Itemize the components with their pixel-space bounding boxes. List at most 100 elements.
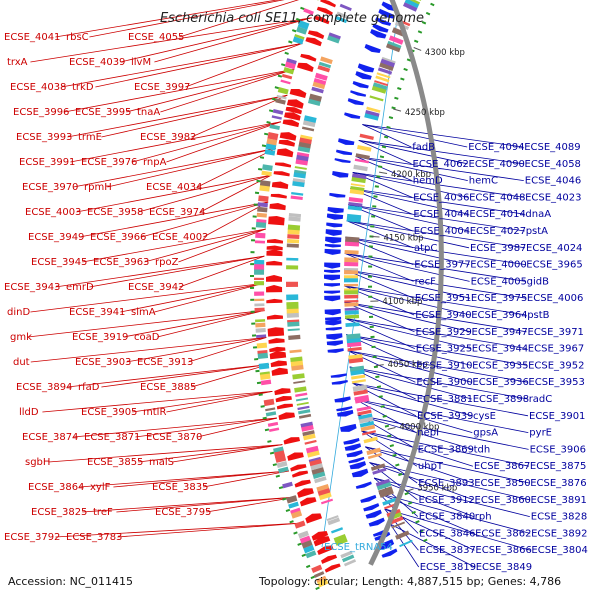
leader-line [369, 462, 474, 501]
accession-text: Accession: NC_011415 [8, 575, 134, 588]
feature-block [272, 108, 284, 115]
left-gene-label: trkD [72, 82, 94, 93]
right-gene-label: gpsA [473, 428, 498, 439]
leader-line [361, 430, 418, 467]
gene-labels: ECSE_4041 rbsC ECSE_4055 trxA ECSE_4039 ilvM E… [4, 32, 588, 573]
right-gene-label: ECSE_4014 [469, 209, 525, 220]
leader-line [27, 309, 265, 338]
right-gene-label: ECSE_3891 [531, 495, 587, 506]
leader-line [76, 174, 272, 213]
feature-block [312, 471, 326, 479]
leader-line [55, 0, 280, 38]
feature-block [395, 530, 410, 540]
feature-block [371, 84, 387, 94]
leader-line [347, 350, 472, 383]
leader-line [101, 364, 269, 388]
reverse-gene-arrow [375, 17, 392, 26]
feature-block [348, 196, 364, 203]
feature-block [305, 550, 317, 559]
feature-block [286, 308, 299, 314]
track-tick [281, 63, 286, 67]
feature-block [351, 374, 366, 380]
track-tick [278, 486, 284, 490]
leader-line [346, 220, 470, 249]
leader-line [374, 477, 530, 517]
right-gene-label: rph [475, 512, 492, 523]
left-gene-label: trmE [78, 132, 102, 143]
right-gene-label: ECSE_4044 [413, 209, 469, 220]
rna-gene-label: ECSE_tRNA54 [324, 542, 393, 553]
reverse-gene-arrow [330, 373, 347, 378]
right-gene-label: nepI [417, 428, 439, 439]
feature-block [257, 352, 269, 360]
forward-gene-arrow [269, 350, 287, 360]
forward-gene-arrow [284, 112, 301, 121]
feature-block [254, 277, 265, 280]
feature-block [318, 61, 332, 69]
feature-block [352, 173, 367, 180]
leader-line [345, 236, 526, 265]
feature-block [282, 481, 293, 489]
feature-block [344, 249, 359, 255]
feature-block [369, 95, 384, 102]
left-gene-label: ECSE_3913 [137, 357, 193, 368]
feature-block [256, 342, 268, 349]
forward-gene-arrow [275, 395, 292, 403]
reverse-gene-arrow [324, 243, 341, 248]
track-tick [264, 132, 269, 136]
right-gene-label: gidB [527, 276, 549, 287]
right-gene-label: ECSE_3869 [418, 444, 474, 455]
reverse-gene-arrow [352, 80, 369, 89]
track-tick [300, 6, 305, 11]
forward-gene-arrow [297, 62, 314, 72]
leader-line [113, 470, 289, 488]
leader-line [73, 417, 277, 438]
right-gene-label: cysE [473, 411, 496, 422]
right-gene-label: ECSE_3953 [528, 377, 584, 388]
track-tick [275, 474, 281, 478]
right-gene-label: ECSE_3837 [419, 545, 475, 556]
leader-line [141, 201, 269, 238]
feature-block [269, 124, 281, 130]
right-gene-label: hemC [469, 176, 498, 187]
leader-line [344, 252, 470, 282]
feature-block [308, 456, 321, 462]
forward-gene-arrow [316, 6, 333, 16]
track-tick [272, 463, 278, 467]
feature-block [344, 270, 359, 275]
track-tick [413, 39, 419, 43]
track-tick [389, 444, 394, 448]
track-tick [258, 393, 263, 396]
forward-gene-arrow [274, 388, 291, 396]
leader-line [344, 301, 527, 333]
right-gene-label: ECSE_3952 [528, 360, 584, 371]
feature-block [339, 3, 352, 11]
leader-line [197, 147, 276, 188]
leader-line [73, 147, 276, 188]
forward-gene-arrow [294, 479, 311, 488]
reverse-gene-arrow [325, 320, 342, 326]
leader-line [67, 94, 288, 138]
leader-line [390, 523, 475, 568]
track-tick [288, 40, 293, 44]
right-gene-label: ECSE_3862 [475, 528, 531, 539]
feature-block [256, 334, 267, 338]
leader-line [55, 255, 265, 288]
feature-block [372, 467, 387, 475]
feature-block [372, 82, 388, 90]
right-gene-label: ECSE_3840 [419, 512, 475, 523]
feature-block [263, 398, 275, 407]
forward-gene-arrow [274, 162, 292, 168]
leader-line [351, 382, 473, 417]
forward-gene-arrow [317, 545, 334, 555]
leader-line [126, 68, 295, 113]
feature-block [280, 79, 291, 85]
map-title: Escherichia coli SE11, complete genome [160, 11, 424, 26]
leader-line [344, 269, 526, 299]
track-tick [274, 86, 279, 90]
reverse-gene-arrow [337, 409, 354, 417]
reverse-gene-arrow [363, 503, 380, 512]
reverse-gene-arrow [340, 423, 357, 432]
right-gene-label: ECSE_3939 [417, 411, 473, 422]
